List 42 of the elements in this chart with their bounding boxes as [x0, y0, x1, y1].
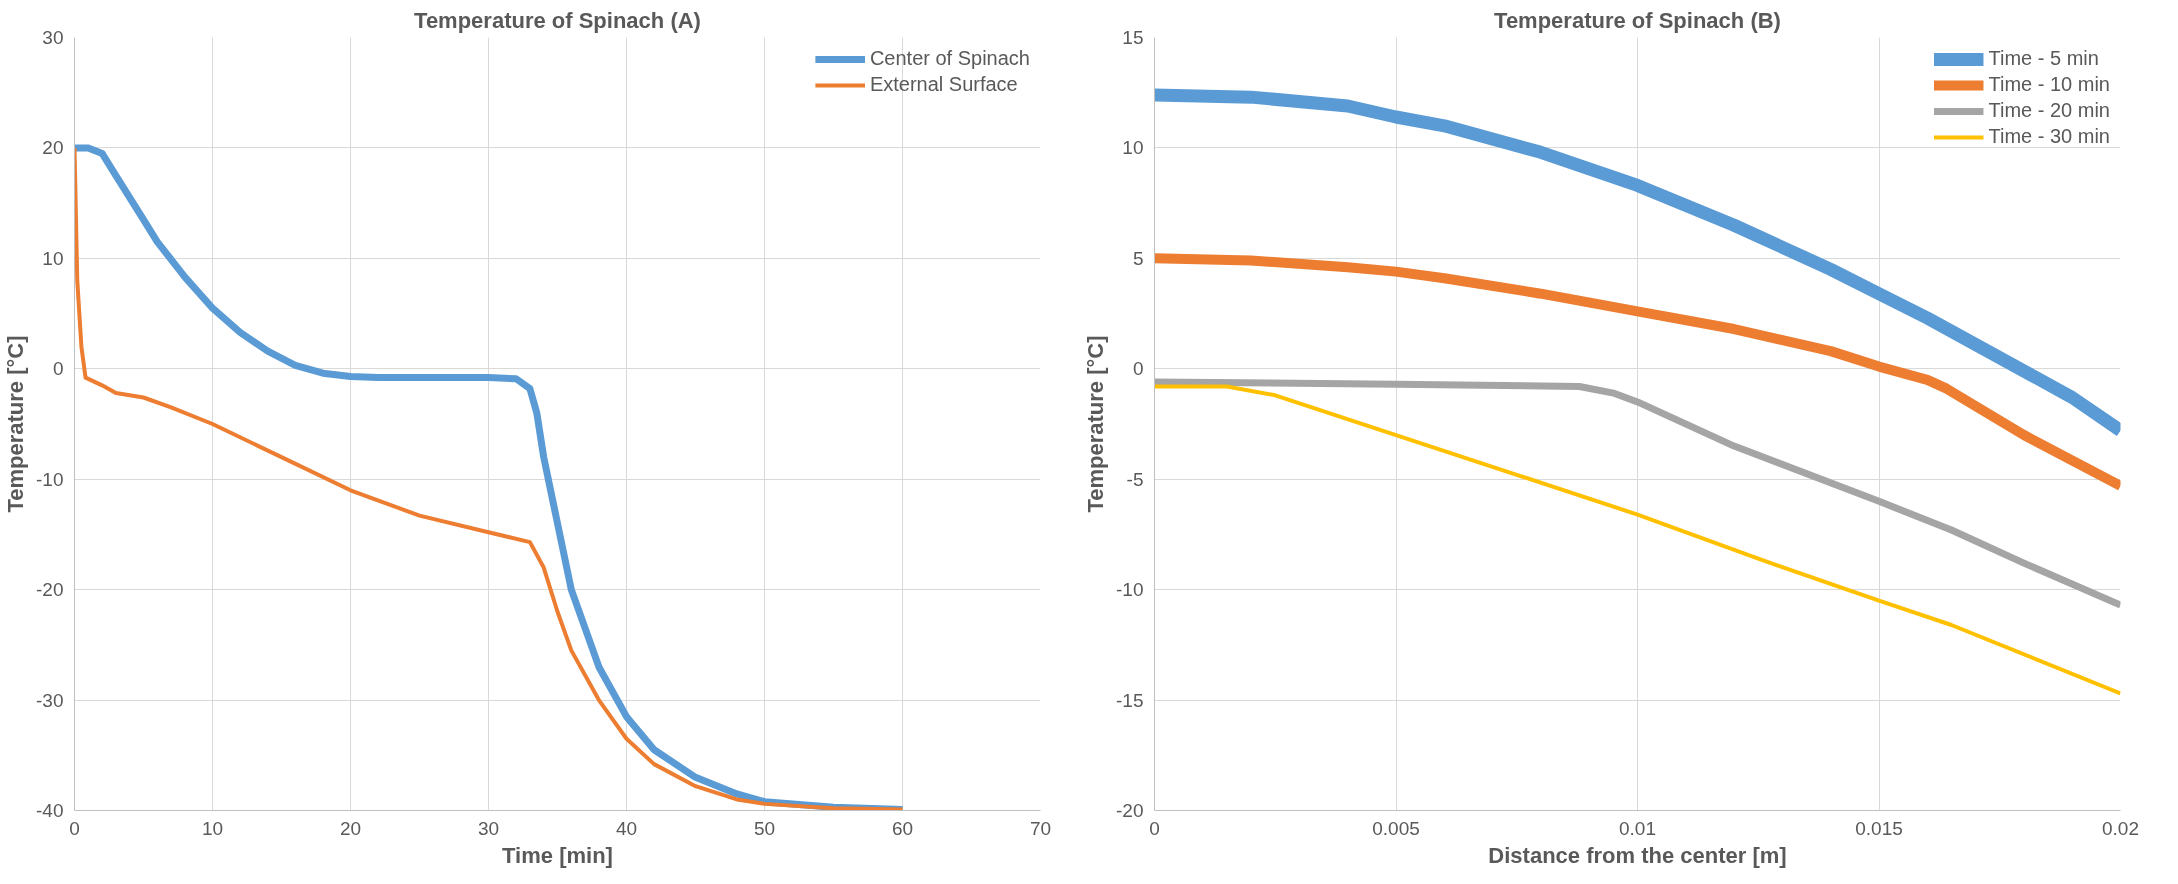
y-tick-label: 20 — [42, 137, 64, 159]
y-tick-label: -5 — [1126, 468, 1144, 490]
legend-label: Time - 10 min — [1988, 73, 2110, 96]
chart-title: Temperature of Spinach (B) — [1494, 7, 1781, 33]
y-tick-label: -30 — [36, 689, 64, 711]
legend-label: Time - 20 min — [1988, 99, 2110, 122]
x-tick-label: 0.01 — [1619, 817, 1656, 839]
chart-title: Temperature of Spinach (A) — [414, 7, 701, 33]
legend-label: Center of Spinach — [869, 47, 1030, 70]
x-axis-title: Distance from the center [m] — [1488, 842, 1787, 868]
y-tick-label: -20 — [36, 579, 64, 601]
legend-label: Time - 30 min — [1988, 125, 2110, 148]
y-tick-label: 10 — [1122, 137, 1144, 159]
y-tick-label: 30 — [42, 27, 64, 48]
x-tick-label: 30 — [477, 817, 500, 839]
x-tick-label: 70 — [1029, 817, 1052, 839]
x-tick-label: 10 — [201, 817, 224, 839]
y-tick-label: -15 — [1116, 689, 1144, 711]
y-tick-label: 15 — [1122, 27, 1144, 48]
x-tick-label: 0 — [1149, 817, 1160, 839]
legend-label: Time - 5 min — [1988, 47, 2099, 70]
y-tick-label: -20 — [1116, 800, 1144, 821]
y-tick-label: -40 — [36, 800, 64, 821]
y-tick-label: 0 — [1132, 358, 1144, 380]
x-tick-label: 0 — [69, 817, 80, 839]
x-axis-title: Time [min] — [502, 842, 613, 868]
x-tick-label: 40 — [615, 817, 638, 839]
y-tick-label: -10 — [36, 468, 64, 490]
x-tick-label: 0.015 — [1855, 817, 1903, 839]
x-tick-label: 20 — [339, 817, 362, 839]
y-tick-label: 5 — [1132, 247, 1144, 269]
legend-label: External Surface — [869, 73, 1018, 96]
line-series — [1154, 384, 2121, 696]
y-axis-title: Temperature [°C] — [3, 335, 29, 513]
y-tick-label: 10 — [42, 247, 64, 269]
x-tick-label: 0.005 — [1372, 817, 1420, 839]
y-tick-label: -10 — [1116, 579, 1144, 601]
x-tick-label: 50 — [753, 817, 776, 839]
y-axis-title: Temperature [°C] — [1083, 335, 1109, 513]
x-tick-label: 60 — [891, 817, 914, 839]
y-tick-label: 0 — [52, 358, 64, 380]
x-tick-label: 0.02 — [2102, 817, 2139, 839]
